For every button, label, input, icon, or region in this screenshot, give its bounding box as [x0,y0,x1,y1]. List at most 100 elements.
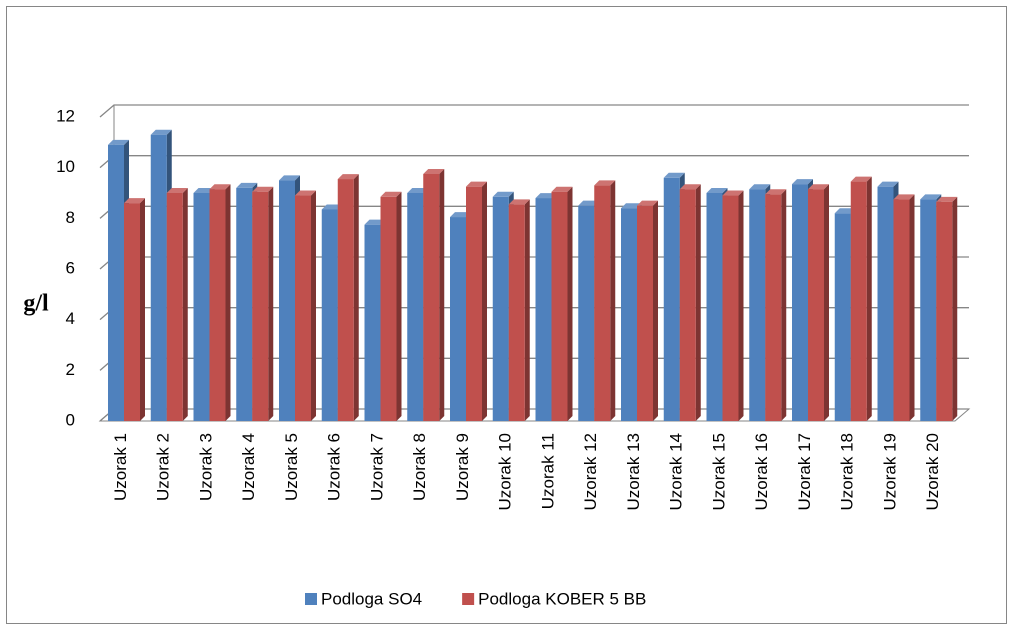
bar [706,193,723,421]
bar [108,144,124,421]
x-tick-label: Uzorak 9 [453,433,472,501]
bar-side [225,184,231,421]
bar-top [209,184,231,190]
bar [124,203,140,421]
bar [423,174,440,421]
bar-top [621,203,642,209]
y-tick-label: 0 [66,410,75,429]
bar-side [952,196,958,421]
bar-top [792,179,813,185]
bar [321,209,338,421]
bar [279,180,295,421]
bar [578,205,595,421]
x-tick-label: Uzorak 20 [923,433,942,510]
bar-top [321,204,343,210]
bar [364,224,381,421]
bar [663,177,680,421]
bar [150,134,167,421]
legend-swatch [462,593,475,605]
bar [492,196,509,421]
bar [407,193,424,421]
x-tick-label: Uzorak 10 [496,433,515,510]
bar [209,189,226,421]
x-tick-label: Uzorak 7 [367,433,386,501]
bar-top [166,188,188,193]
bar-top [808,184,829,190]
bar-top [492,191,514,197]
bar-side [396,191,402,421]
bar [722,195,739,421]
bar-top [407,188,429,193]
bar-top [466,181,487,187]
x-tick-label: Uzorak 13 [624,433,643,510]
bar [380,196,397,421]
bar-top [893,194,915,200]
bar-top [679,184,701,190]
grid-line [99,104,969,118]
y-axis-label: g/l [23,291,49,317]
bar [637,205,653,421]
bar [337,179,354,421]
bar [679,189,696,421]
bar-top [535,193,557,199]
y-tick-label: 12 [56,106,75,125]
bar-top [637,200,658,206]
bar [792,184,808,421]
bar-side [610,180,616,421]
bar-top [150,129,172,135]
bar-top [663,172,685,178]
bar [808,189,824,421]
bar-top [380,191,402,197]
x-tick-label: Uzorak 12 [581,433,600,510]
bar-side [439,169,445,421]
bar-top [749,184,771,190]
legend-label: Podloga SO4 [321,589,422,608]
bar-top [920,194,942,200]
bar [252,191,269,421]
bar-top [236,182,258,188]
x-tick-label: Uzorak 3 [196,433,215,501]
bar [166,193,183,421]
bar-side [182,188,188,421]
bar-top [337,174,359,180]
bar [551,191,568,421]
bar-side [567,186,573,421]
bar-top [252,186,274,192]
x-tick-label: Uzorak 4 [239,433,258,501]
bar [508,204,525,421]
legend-label: Podloga KOBER 5 BB [478,589,646,608]
bar [893,199,910,421]
bar-top [423,169,445,174]
bar [834,213,851,421]
bar [236,187,253,421]
bar-top [124,198,145,204]
y-tick-label: 6 [66,258,75,277]
bar [535,198,552,421]
bar-side [695,184,701,421]
bar-top [706,188,728,193]
bar-top [722,190,744,196]
bar-top [594,180,616,186]
bar-top [508,199,530,205]
bar-top [364,219,386,225]
bar-top [193,188,215,193]
bar [295,195,311,421]
x-tick-label: Uzorak 6 [325,433,344,501]
bar-top [279,175,300,181]
x-tick-label: Uzorak 8 [410,433,429,501]
bar-top [450,212,471,218]
bar [877,186,894,421]
x-tick-label: Uzorak 19 [880,433,899,510]
bar-side [738,190,744,421]
x-tick-label: Uzorak 17 [795,433,814,510]
bar-top [108,139,129,145]
bar-side [781,189,787,421]
bar-top [765,189,787,195]
x-tick-label: Uzorak 16 [752,433,771,510]
y-tick-label: 8 [66,208,75,227]
bar-top [551,186,573,192]
bar [621,208,637,421]
bar [466,186,482,421]
bar-side [268,186,274,421]
